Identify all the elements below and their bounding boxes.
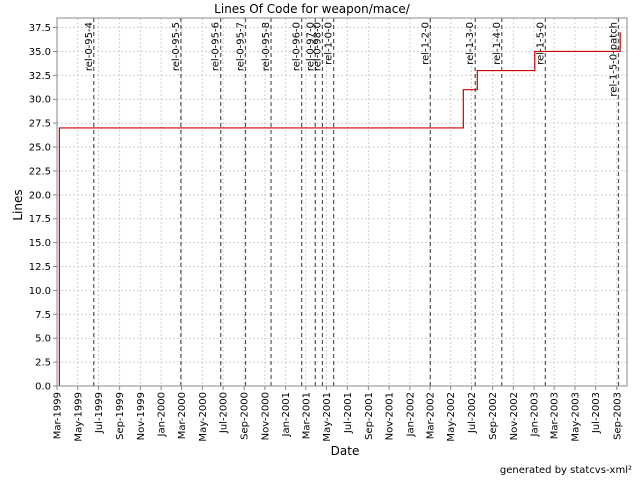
x-tick-label: Jan-2002 [405,392,416,437]
y-tick-label: 17.5 [29,214,51,225]
x-tick-label: Sep-2001 [364,392,375,440]
release-marker-label: rel-0-95-5 [171,22,182,71]
release-marker-label: rel-1-5-0 [535,22,546,65]
y-tick-label: 30.0 [29,95,51,106]
plot-border [56,17,628,387]
y-tick-label: 27.5 [29,119,51,130]
x-tick-label: Sep-2003 [612,392,623,440]
release-marker-label: rel-0-97-0 [305,22,316,71]
x-tick-label: May-2001 [322,392,333,442]
x-tick-label: Mar-2000 [177,392,188,439]
y-tick-label: 22.5 [29,166,51,177]
x-tick-label: May-2003 [570,392,581,442]
release-marker-label: rel-1-5-0-patch [608,22,619,97]
release-marker-label: rel-0-95-8 [261,22,272,71]
x-tick-label: Nov-2002 [509,392,520,440]
y-tick-label: 32.5 [29,71,51,82]
x-tick-label: Mar-2001 [301,392,312,439]
release-marker-label: rel-0-95-6 [211,22,222,71]
x-tick-label: Sep-1999 [115,392,126,440]
y-tick-label: 12.5 [29,262,51,273]
x-tick-label: Jul-2000 [219,392,230,434]
y-tick-label: 0.0 [35,382,51,393]
x-tick-label: Jul-2002 [467,392,478,434]
x-tick-label: Mar-2003 [550,392,561,439]
y-axis-label: Lines [11,189,25,220]
x-tick-label: Jul-2003 [591,392,602,434]
x-tick-label: Sep-2002 [488,392,499,440]
y-tick-label: 15.0 [29,238,51,249]
x-tick-label: Nov-2001 [385,392,396,440]
x-tick-label: Mar-2002 [425,392,436,439]
y-tick-label: 7.5 [35,310,51,321]
x-tick-label: Jan-2003 [530,392,541,437]
x-tick-label: May-2002 [446,392,457,442]
x-tick-label: May-1999 [73,392,84,442]
x-axis-label: Date [331,444,360,458]
x-tick-label: Jul-1999 [94,392,105,434]
y-tick-label: 37.5 [29,23,51,34]
x-tick-label: Jan-2000 [157,392,168,437]
y-tick-label: 35.0 [29,47,51,58]
x-tick-label: May-2000 [198,392,209,442]
release-marker-label: rel-1-2-0 [420,22,431,65]
release-marker-label: rel-0-95-7 [236,22,247,71]
y-tick-label: 25.0 [29,143,51,154]
release-marker-label: rel-0-98-0 [312,22,323,71]
x-tick-label: Nov-1999 [136,392,147,440]
axes-layer: 0.0 2.5 5.0 7.5 10.0 12.5 15.0 17.5 20.0 22.5 25.0… [29,17,628,442]
loc-series-line [58,32,621,386]
x-tick-label: Mar-1999 [53,392,64,439]
x-tick-label: Nov-2000 [260,392,271,440]
y-tick-label: 5.0 [35,334,51,345]
release-marker-label: rel-0-95-4 [84,22,95,71]
generator-credit: generated by statcvs-xml² [499,465,632,476]
x-tick-label: Sep-2000 [240,392,251,440]
y-tick-label: 20.0 [29,190,51,201]
x-tick-label: Jan-2001 [281,392,292,437]
plot-area [57,18,627,386]
y-tick-label: 10.0 [29,286,51,297]
y-tick-label: 2.5 [35,358,51,369]
release-marker-label: rel-1-4-0 [492,22,503,65]
x-tick-label: Jul-2001 [343,392,354,434]
marker-layer: rel-0-95-4 rel-0-95-5 rel-0-95-6 rel-0-95-7… [84,18,619,386]
release-marker-label: rel-1-3-0 [465,22,476,65]
release-marker-label: rel-0-96-0 [292,22,303,71]
chart-title: Lines Of Code for weapon/mace/ [214,2,411,16]
release-marker-label: rel-1-0-0 [324,22,335,65]
series-layer [58,32,621,386]
grid-layer [56,18,627,387]
